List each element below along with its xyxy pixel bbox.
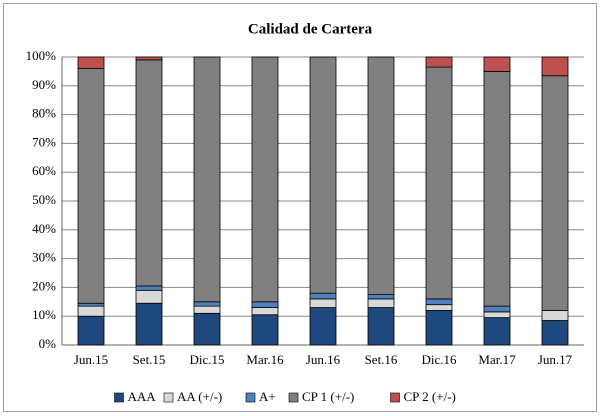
y-tick-label: 20%: [32, 278, 56, 293]
y-tick-label: 30%: [32, 250, 56, 265]
bar-segment: [77, 68, 105, 304]
bar-segment: [425, 298, 453, 306]
x-tick-label: Mar.16: [246, 352, 284, 367]
legend-label: CP 1 (+/-): [302, 389, 354, 404]
bar-segment: [135, 289, 163, 304]
x-tick-label: Jun.15: [74, 352, 108, 367]
legend-label: AA (+/-): [177, 389, 222, 404]
legend-label: AAA: [128, 389, 157, 404]
bar-segment: [541, 56, 569, 77]
bar-segment: [483, 311, 511, 319]
bar-segment: [193, 301, 221, 307]
bar-segment: [425, 310, 453, 346]
bar-segment: [135, 59, 163, 287]
bar-segment: [541, 320, 569, 346]
bar-segment: [483, 305, 511, 313]
bar-segment: [193, 312, 221, 346]
bar-segment: [135, 285, 163, 291]
bar-segment: [193, 56, 221, 303]
bar-segment: [135, 302, 163, 346]
bar-segment: [483, 317, 511, 346]
y-tick-label: 70%: [32, 134, 56, 149]
bar-segment: [251, 307, 279, 316]
y-tick-label: 0%: [39, 336, 57, 351]
legend-swatch: [390, 392, 400, 403]
bar-segment: [309, 307, 337, 346]
legend-swatch: [245, 392, 256, 403]
bar-segment: [251, 56, 279, 303]
bar-segment: [425, 56, 453, 68]
bar-segment: [425, 304, 453, 311]
bar-segment: [425, 66, 453, 300]
bar-segment: [251, 314, 279, 346]
bar-segment: [483, 56, 511, 72]
y-tick-label: 100%: [26, 48, 57, 63]
y-tick-label: 50%: [32, 192, 56, 207]
bar-segment: [483, 71, 511, 307]
bar-segment: [77, 315, 105, 346]
y-tick-label: 90%: [32, 77, 56, 92]
bar-segment: [309, 292, 337, 300]
y-tick-label: 40%: [32, 221, 56, 236]
bar-segment: [193, 305, 221, 314]
legend-swatch: [288, 392, 299, 403]
y-tick-label: 10%: [32, 307, 56, 322]
bar-segment: [135, 56, 163, 61]
y-tick-label: 60%: [32, 163, 56, 178]
x-tick-label: Dic.15: [189, 352, 224, 367]
bar-segment: [309, 56, 337, 294]
x-tick-label: Mar.17: [478, 352, 516, 367]
bar-segment: [251, 301, 279, 308]
bar-segment: [367, 56, 395, 296]
legend-swatch: [114, 392, 124, 403]
bar-segment: [367, 307, 395, 346]
bar-segment: [367, 294, 395, 300]
chart-title: Calidad de Cartera: [248, 21, 373, 37]
legend-label: CP 2 (+/-): [404, 389, 456, 404]
x-tick-label: Jun.16: [306, 352, 341, 367]
bar-segment: [541, 310, 569, 321]
bar-segment: [77, 302, 105, 307]
legend-swatch: [163, 392, 174, 403]
bar-segment: [77, 305, 105, 317]
bar-segment: [367, 298, 395, 308]
x-tick-label: Dic.16: [421, 352, 457, 367]
legend-label: A+: [259, 389, 276, 404]
x-tick-label: Jun.17: [538, 352, 573, 367]
bar-segment: [541, 75, 569, 311]
x-tick-label: Set.15: [133, 352, 166, 367]
x-tick-label: Set.16: [365, 352, 398, 367]
y-tick-label: 80%: [32, 106, 56, 121]
bar-segment: [309, 298, 337, 308]
bar-segment: [77, 56, 105, 69]
